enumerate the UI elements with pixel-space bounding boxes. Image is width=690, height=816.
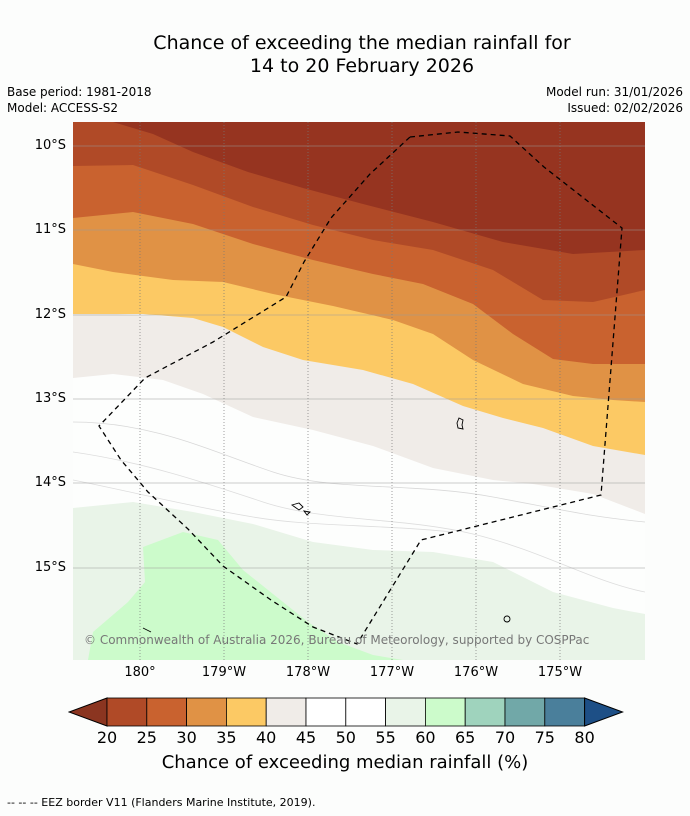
colorbar-segment: [265, 697, 307, 727]
band-below-20: [113, 122, 645, 254]
colorbar-segment: [345, 697, 386, 727]
colorbar-under-arrow: [68, 697, 108, 727]
colorbar-tick-label: 80: [574, 728, 595, 747]
colorbar-segment: [186, 697, 227, 727]
lon-label: 177°W: [369, 665, 415, 680]
colorbar-over-arrow: [584, 697, 624, 727]
base-period: Base period: 1981-2018: [7, 85, 152, 99]
colorbar-label: Chance of exceeding median rainfall (%): [161, 752, 529, 773]
map-title-line1: Chance of exceeding the median rainfall …: [153, 32, 571, 54]
colorbar-segment: [385, 697, 426, 727]
colorbar-segment: [504, 697, 546, 727]
colorbar-tick-label: 60: [415, 728, 436, 747]
band-60-65: [88, 532, 403, 660]
colorbar-tick-label: 40: [256, 728, 277, 747]
lat-label: 14°S: [34, 475, 66, 490]
lon-label: 179°W: [201, 665, 247, 680]
colorbar-tick-label: 55: [375, 728, 396, 747]
colorbar-tick-label: 25: [136, 728, 157, 747]
band-30-35: [73, 210, 645, 402]
island: [456, 417, 464, 430]
colorbar-tick-label: 75: [534, 728, 555, 747]
lat-label: 10°S: [34, 138, 66, 153]
model-run: Model run: 31/01/2026: [545, 85, 683, 99]
eez-border: [98, 131, 623, 645]
issued-date: Issued: 02/02/2026: [567, 101, 683, 115]
band-25-30: [73, 162, 645, 364]
island: [142, 627, 152, 633]
island: [290, 502, 311, 516]
colorbar-tick-label: 65: [455, 728, 476, 747]
colorbar-segment: [544, 697, 585, 727]
lat-label: 15°S: [34, 560, 66, 575]
colorbar-segment: [146, 697, 188, 727]
colorbar-tick-label: 70: [494, 728, 516, 747]
colorbar-tick-label: 50: [335, 728, 356, 747]
colorbar: [68, 697, 624, 727]
rainfall-map: [73, 122, 645, 660]
map-title-line2: 14 to 20 February 2026: [249, 55, 475, 77]
lon-label: 176°W: [453, 665, 499, 680]
island: [503, 615, 511, 623]
lat-label: 13°S: [34, 391, 66, 406]
colorbar-segment: [424, 697, 466, 727]
colorbar-tick-label: 30: [176, 728, 197, 747]
colorbar-tick-label: 35: [216, 728, 237, 747]
colorbar-tick-label: 45: [295, 728, 317, 747]
model-name: Model: ACCESS-S2: [7, 101, 119, 115]
lon-label: 178°W: [285, 665, 331, 680]
lat-label: 12°S: [34, 307, 66, 322]
lon-label: 180°: [124, 665, 156, 680]
colorbar-tick-label: 20: [96, 728, 118, 747]
copyright-text: © Commonwealth of Australia 2026, Bureau…: [84, 633, 590, 647]
colorbar-segment: [305, 697, 347, 727]
colorbar-segment: [106, 697, 148, 727]
lat-label: 11°S: [34, 222, 66, 237]
band-40-45: [73, 312, 645, 514]
lon-label: 175°W: [537, 665, 583, 680]
band-35-40: [73, 262, 645, 455]
colorbar-segment: [464, 697, 506, 727]
colorbar-segment: [225, 697, 267, 727]
eez-legend: -- -- -- EEZ border V11 (Flanders Marine…: [7, 796, 316, 809]
